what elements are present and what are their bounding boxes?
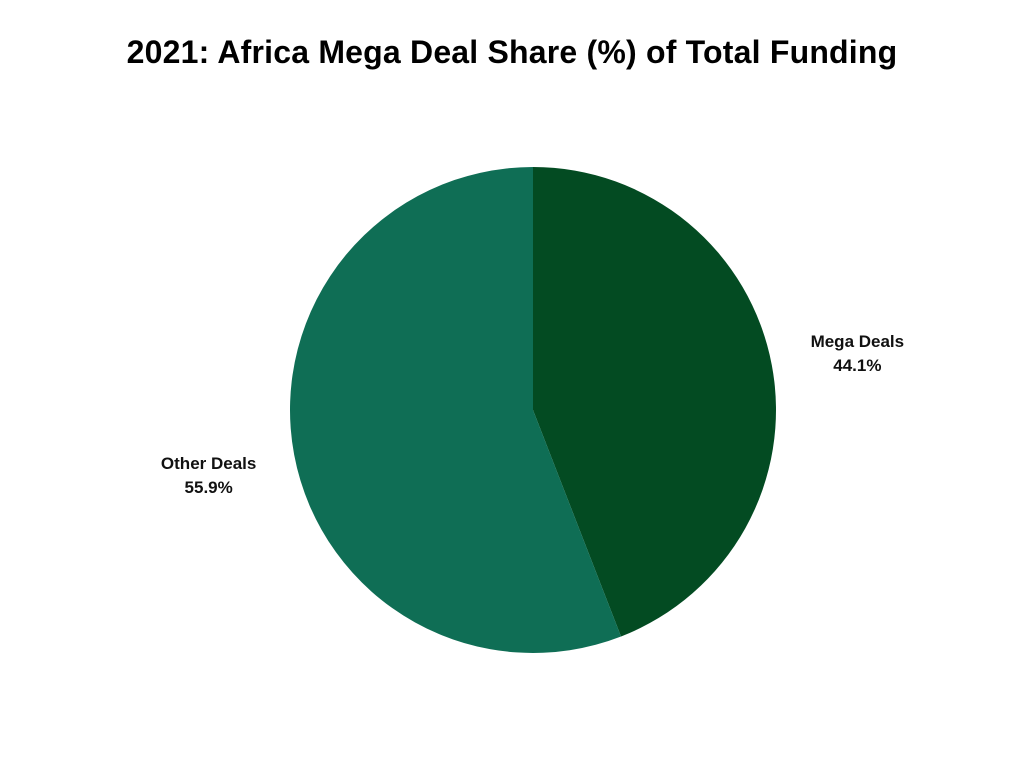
- slice-value-other-deals: 55.9%: [185, 478, 233, 497]
- slice-value-mega-deals: 44.1%: [833, 356, 881, 375]
- chart-title: 2021: Africa Mega Deal Share (%) of Tota…: [126, 34, 898, 70]
- slice-label-other-deals: Other Deals: [161, 454, 256, 473]
- pie-slice-other-deals: [290, 167, 622, 653]
- slice-label-mega-deals: Mega Deals: [811, 332, 905, 351]
- pie-slice-mega-deals: [533, 167, 776, 637]
